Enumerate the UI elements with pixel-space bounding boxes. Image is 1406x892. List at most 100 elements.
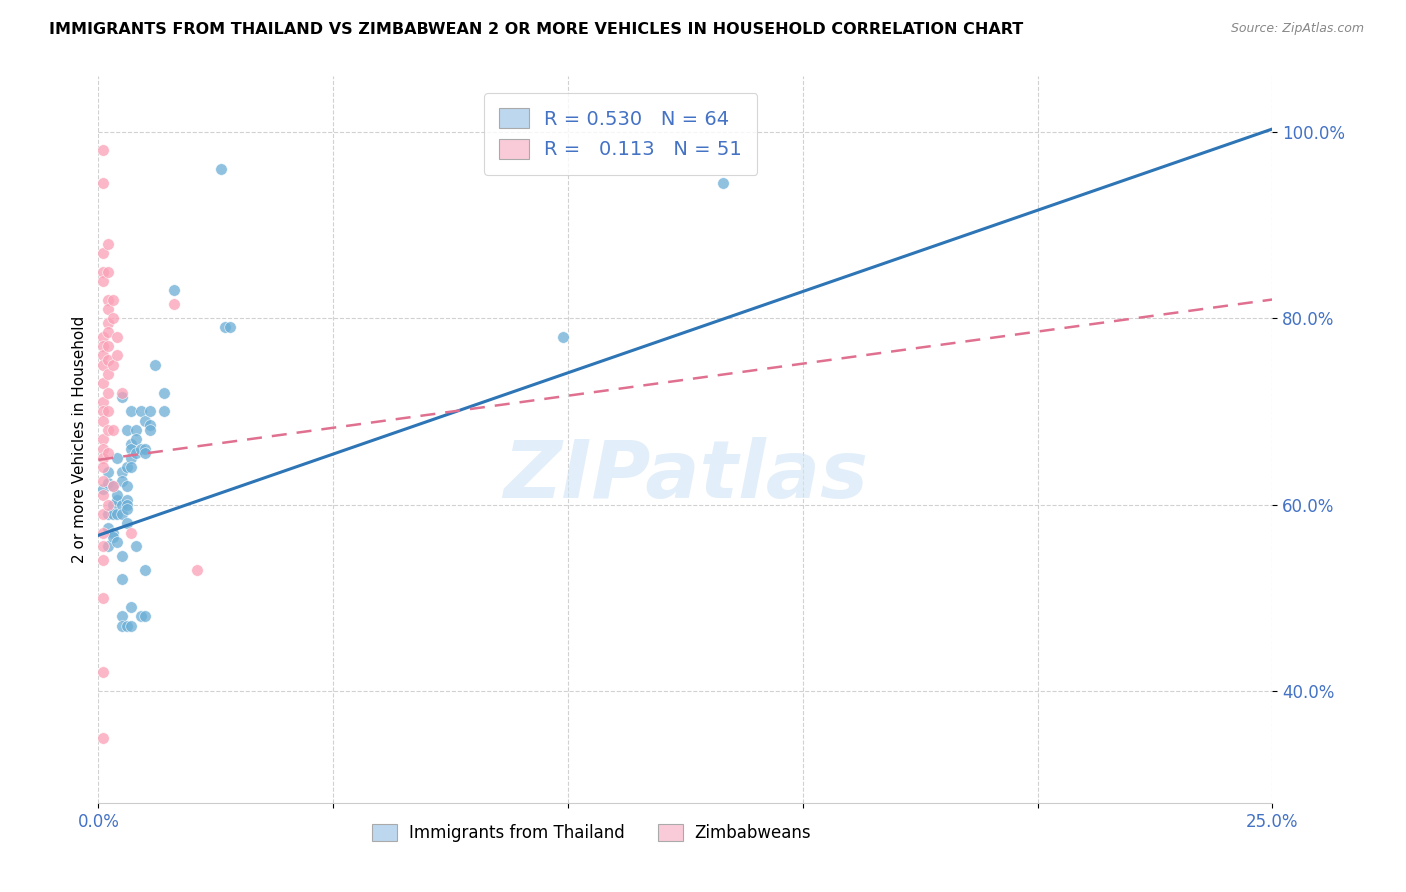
Point <box>105 534 128 549</box>
Point <box>97 367 120 381</box>
Point <box>105 450 128 465</box>
Point <box>91 482 114 496</box>
Point <box>91 348 114 362</box>
Point <box>91 274 114 288</box>
Point <box>125 423 148 437</box>
Point <box>115 502 138 516</box>
Point <box>115 618 138 632</box>
Point <box>97 465 120 479</box>
Point <box>105 348 128 362</box>
Point <box>120 404 142 418</box>
Point <box>97 236 120 251</box>
Point <box>105 488 128 502</box>
Point <box>111 572 134 586</box>
Point <box>120 525 142 540</box>
Point <box>162 283 184 297</box>
Point <box>115 516 138 531</box>
Point <box>91 665 114 680</box>
Point <box>209 161 232 176</box>
Point <box>97 316 120 330</box>
Point <box>97 446 120 460</box>
Point <box>111 549 134 563</box>
Point <box>101 507 124 521</box>
Point <box>186 563 208 577</box>
Point <box>153 404 176 418</box>
Point <box>134 414 156 428</box>
Point <box>105 330 128 344</box>
Point <box>91 442 114 456</box>
Point <box>120 460 142 475</box>
Point <box>219 320 242 334</box>
Point <box>111 618 134 632</box>
Point <box>143 358 166 372</box>
Point <box>91 264 114 278</box>
Point <box>111 465 134 479</box>
Point <box>139 418 162 433</box>
Point <box>115 498 138 512</box>
Point <box>134 563 156 577</box>
Point <box>115 460 138 475</box>
Text: Source: ZipAtlas.com: Source: ZipAtlas.com <box>1230 22 1364 36</box>
Point <box>91 460 114 475</box>
Point <box>91 432 114 446</box>
Point <box>101 293 124 307</box>
Point <box>101 525 124 540</box>
Point <box>97 540 120 554</box>
Point <box>111 385 134 400</box>
Point <box>101 479 124 493</box>
Point <box>139 423 162 437</box>
Point <box>97 423 120 437</box>
Text: IMMIGRANTS FROM THAILAND VS ZIMBABWEAN 2 OR MORE VEHICLES IN HOUSEHOLD CORRELATI: IMMIGRANTS FROM THAILAND VS ZIMBABWEAN 2… <box>49 22 1024 37</box>
Point <box>115 492 138 507</box>
Point <box>97 507 120 521</box>
Point <box>91 358 114 372</box>
Point <box>91 330 114 344</box>
Point <box>101 530 124 544</box>
Point <box>153 385 176 400</box>
Point <box>111 390 134 404</box>
Point <box>162 297 184 311</box>
Point <box>91 525 114 540</box>
Point <box>553 330 575 344</box>
Point <box>125 432 148 446</box>
Point <box>129 609 152 624</box>
Point <box>111 475 134 489</box>
Point <box>91 414 114 428</box>
Point <box>111 507 134 521</box>
Point <box>91 731 114 745</box>
Point <box>120 450 142 465</box>
Point <box>91 176 114 190</box>
Point <box>97 325 120 339</box>
Point <box>91 395 114 409</box>
Point <box>120 442 142 456</box>
Point <box>91 553 114 567</box>
Point <box>101 423 124 437</box>
Point <box>129 404 152 418</box>
Point <box>91 475 114 489</box>
Legend: Immigrants from Thailand, Zimbabweans: Immigrants from Thailand, Zimbabweans <box>366 817 818 849</box>
Point <box>97 293 120 307</box>
Point <box>91 404 114 418</box>
Point <box>105 507 128 521</box>
Point <box>134 609 156 624</box>
Point <box>105 492 128 507</box>
Point <box>97 339 120 353</box>
Point <box>134 446 156 460</box>
Point <box>91 246 114 260</box>
Point <box>91 450 114 465</box>
Point <box>139 404 162 418</box>
Point <box>97 498 120 512</box>
Point <box>101 311 124 326</box>
Point <box>97 476 120 491</box>
Text: ZIPatlas: ZIPatlas <box>503 437 868 515</box>
Point <box>91 144 114 158</box>
Y-axis label: 2 or more Vehicles in Household: 2 or more Vehicles in Household <box>72 316 87 563</box>
Point <box>125 540 148 554</box>
Point <box>97 521 120 535</box>
Point <box>91 540 114 554</box>
Point <box>111 609 134 624</box>
Point <box>120 600 142 615</box>
Point <box>101 498 124 512</box>
Point <box>134 442 156 456</box>
Point <box>120 618 142 632</box>
